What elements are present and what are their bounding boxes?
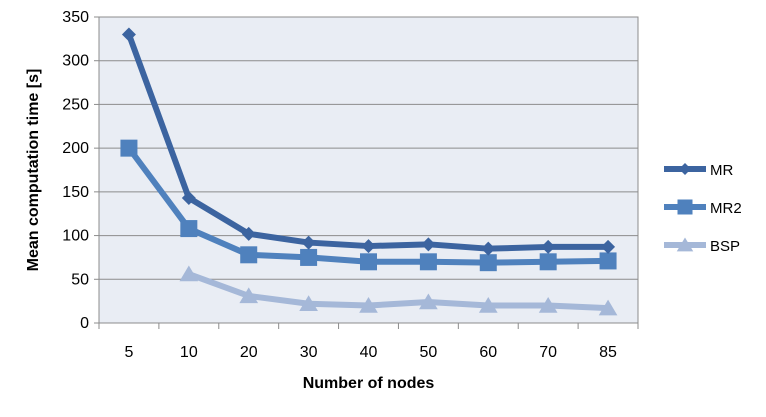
series-bsp xyxy=(179,265,618,316)
x-tick-label: 50 xyxy=(419,344,437,361)
y-tick-label: 150 xyxy=(62,184,89,201)
data-point xyxy=(481,241,496,256)
data-point xyxy=(179,265,199,282)
x-tick-label: 70 xyxy=(539,344,557,361)
data-point xyxy=(599,252,617,270)
axes xyxy=(98,322,639,329)
y-tick-label: 200 xyxy=(62,140,89,157)
y-tick-label: 250 xyxy=(62,96,89,113)
data-point xyxy=(360,253,377,271)
legend-item-mr2: MR2 xyxy=(664,199,742,217)
data-point xyxy=(598,299,618,316)
x-tick-label: 30 xyxy=(300,344,318,361)
x-tick-label: 5 xyxy=(124,344,133,361)
series-mr xyxy=(121,27,616,256)
legend-label: MR2 xyxy=(710,200,742,217)
y-tick-label: 50 xyxy=(71,271,89,288)
data-point xyxy=(541,239,556,254)
data-point xyxy=(120,139,138,157)
x-tick-label: 20 xyxy=(240,344,258,361)
data-point xyxy=(300,248,318,266)
series-mr2 xyxy=(120,139,617,272)
legend: MR MR2 BSP xyxy=(664,162,742,255)
legend-item-bsp: BSP xyxy=(664,237,740,255)
data-point xyxy=(419,253,437,271)
y-tick-label: 100 xyxy=(62,228,89,245)
data-point xyxy=(479,254,497,272)
data-point xyxy=(419,293,438,310)
data-point xyxy=(677,199,693,215)
data-point xyxy=(301,235,316,250)
x-axis-title: Number of nodes xyxy=(303,375,435,392)
x-tick-label: 85 xyxy=(599,344,617,361)
data-point xyxy=(239,287,259,304)
x-tick-label: 10 xyxy=(180,344,198,361)
data-point xyxy=(240,246,258,264)
legend-label: MR xyxy=(710,162,733,179)
data-point xyxy=(359,297,378,313)
y-tick-label: 350 xyxy=(62,9,89,26)
data-point xyxy=(299,295,318,311)
data-point xyxy=(181,190,196,205)
legend-label: BSP xyxy=(710,238,740,255)
y-tick-label: 0 xyxy=(80,315,89,332)
data-point xyxy=(679,163,691,175)
y-axis-title: Mean computation time [s] xyxy=(25,69,42,272)
data-point xyxy=(421,237,436,252)
series-line xyxy=(187,271,609,312)
legend-item-mr: MR xyxy=(664,162,733,179)
data-point xyxy=(538,297,558,313)
y-tick-label: 300 xyxy=(62,53,89,70)
data-point xyxy=(361,239,376,254)
data-point xyxy=(121,27,136,42)
x-tick-label: 40 xyxy=(360,344,378,361)
data-point xyxy=(676,237,694,252)
data-point xyxy=(478,297,498,313)
x-tick-label: 60 xyxy=(479,344,497,361)
tick-labels: 0 50 100 150 200 250 300 350 5 10 20 30 40 50 60 70 85 xyxy=(62,9,617,361)
data-point xyxy=(180,220,198,238)
data-point xyxy=(601,239,616,254)
data-point xyxy=(539,253,557,271)
series-layer xyxy=(120,27,618,316)
data-point xyxy=(241,226,256,241)
